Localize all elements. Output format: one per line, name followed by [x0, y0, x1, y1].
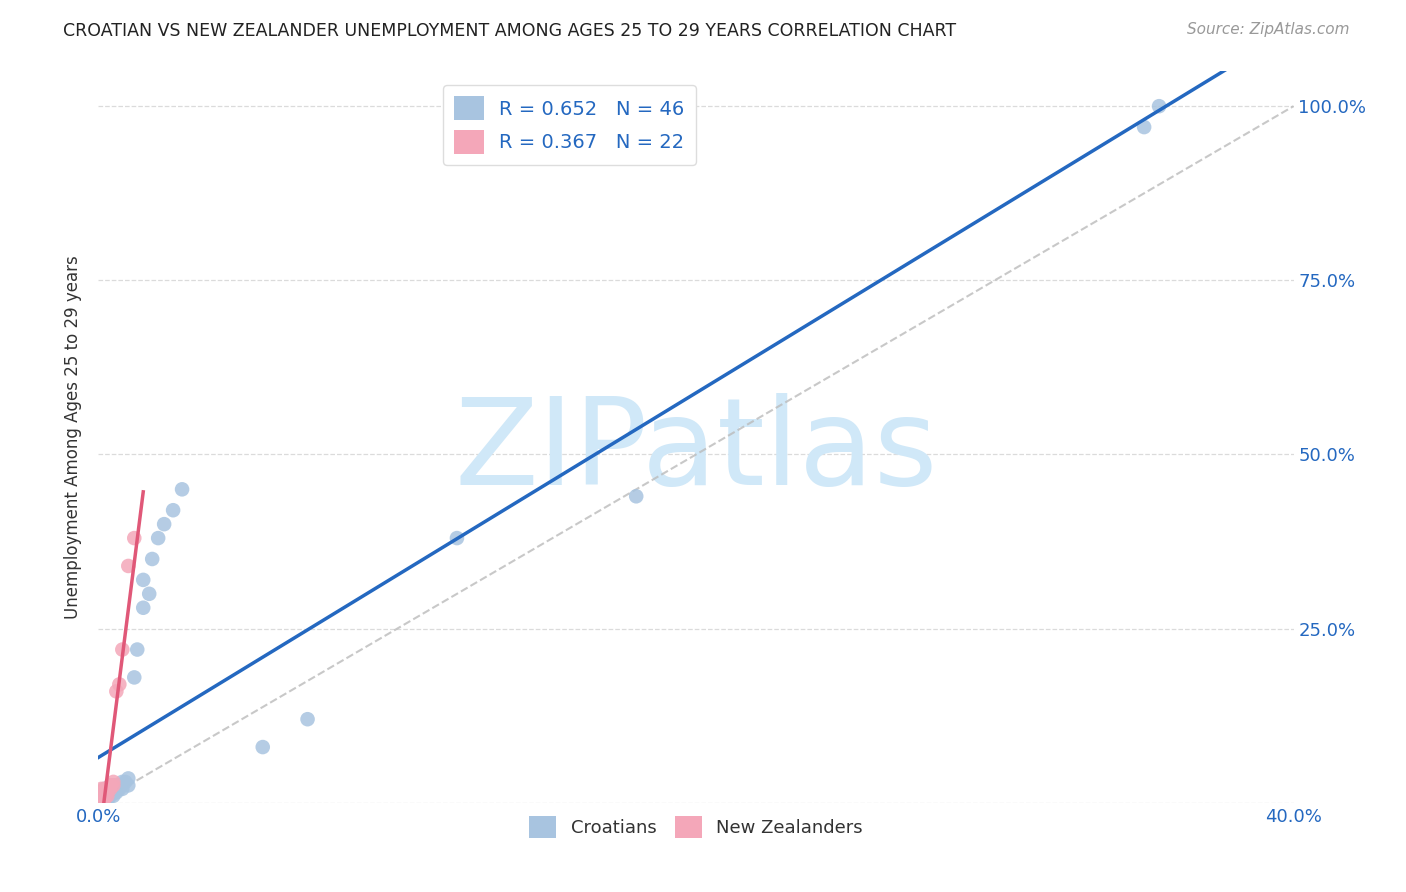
Point [90, 789, 112, 803]
Point [98, 778, 122, 792]
Point [117, 778, 139, 792]
Point [124, 531, 146, 545]
Point [96, 781, 118, 796]
Point [98, 789, 122, 803]
Point [98, 781, 122, 796]
Point [90, 785, 112, 799]
Text: Source: ZipAtlas.com: Source: ZipAtlas.com [1187, 22, 1350, 37]
Point [124, 670, 146, 684]
Point [90, 790, 112, 805]
Point [141, 552, 163, 566]
Point [108, 677, 131, 691]
Point [90, 788, 112, 802]
Y-axis label: Unemployment Among Ages 25 to 29 years: Unemployment Among Ages 25 to 29 years [65, 255, 83, 619]
Point [93, 792, 115, 806]
Text: CROATIAN VS NEW ZEALANDER UNEMPLOYMENT AMONG AGES 25 TO 29 YEARS CORRELATION CHA: CROATIAN VS NEW ZEALANDER UNEMPLOYMENT A… [63, 22, 956, 40]
Point [111, 775, 134, 789]
Point [148, 531, 170, 545]
Point [446, 531, 468, 545]
Point [98, 785, 122, 799]
Point [153, 517, 176, 532]
Point [96, 785, 118, 799]
Point [93, 790, 115, 805]
Point [108, 781, 131, 796]
Point [132, 600, 155, 615]
Point [111, 642, 134, 657]
Point [105, 781, 128, 796]
Point [108, 778, 131, 792]
Point [297, 712, 319, 726]
Point [117, 558, 139, 573]
Point [93, 790, 115, 805]
Point [103, 775, 125, 789]
Point [1147, 99, 1170, 113]
Point [626, 489, 648, 503]
Text: ZIPatlas: ZIPatlas [454, 393, 938, 510]
Point [1133, 120, 1156, 134]
Point [103, 785, 125, 799]
Point [90, 792, 112, 806]
Point [96, 789, 118, 803]
Point [132, 573, 155, 587]
Point [111, 781, 134, 796]
Point [103, 778, 125, 792]
Point [93, 789, 115, 803]
Point [93, 792, 115, 806]
Legend: Croatians, New Zealanders: Croatians, New Zealanders [522, 808, 870, 845]
Point [90, 789, 112, 803]
Point [93, 781, 115, 796]
Point [103, 778, 125, 792]
Point [138, 587, 160, 601]
Point [98, 781, 122, 796]
Point [252, 740, 274, 755]
Point [96, 785, 118, 799]
Point [103, 789, 125, 803]
Point [103, 781, 125, 796]
Point [98, 778, 122, 792]
Point [96, 790, 118, 805]
Point [127, 642, 149, 657]
Point [172, 483, 194, 497]
Point [93, 785, 115, 799]
Point [96, 792, 118, 806]
Point [93, 781, 115, 796]
Point [114, 775, 136, 789]
Point [105, 785, 128, 799]
Point [90, 781, 112, 796]
Point [105, 684, 128, 698]
Point [90, 792, 112, 806]
Point [105, 778, 128, 792]
Point [93, 785, 115, 799]
Point [96, 789, 118, 803]
Point [93, 789, 115, 803]
Point [117, 772, 139, 786]
Point [162, 503, 184, 517]
